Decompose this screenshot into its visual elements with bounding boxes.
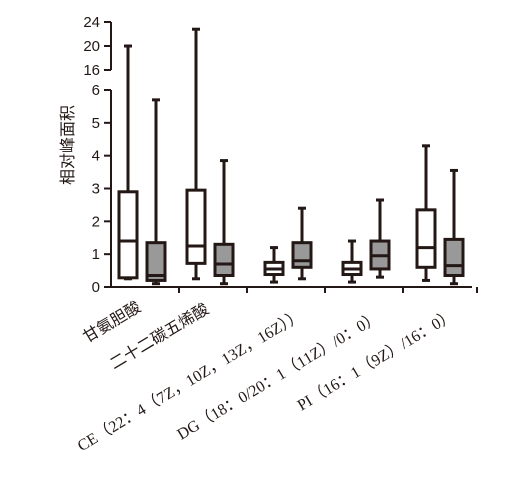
y-tick-label: 5 <box>92 115 100 132</box>
y-tick-label: 4 <box>92 148 100 165</box>
y-tick-label: 20 <box>83 38 100 55</box>
box <box>443 237 465 278</box>
y-tick-label: 3 <box>92 181 100 198</box>
box <box>185 188 207 265</box>
box <box>291 241 313 269</box>
y-tick-label: 2 <box>92 213 100 230</box>
y-tick-label: 16 <box>83 62 100 79</box>
y-axis-label: 相对峰面积 <box>59 105 77 185</box>
boxes <box>117 27 465 286</box>
box <box>415 208 437 269</box>
y-tick-label: 24 <box>83 14 100 31</box>
y-tick-label: 6 <box>92 82 100 99</box>
axes <box>104 21 478 293</box>
y-tick-label: 1 <box>92 246 100 263</box>
y-tick-label: 0 <box>92 279 100 296</box>
box <box>145 241 167 282</box>
box <box>213 242 235 278</box>
category-label: 甘氨胆酸 <box>80 298 144 346</box>
box <box>117 190 139 280</box>
